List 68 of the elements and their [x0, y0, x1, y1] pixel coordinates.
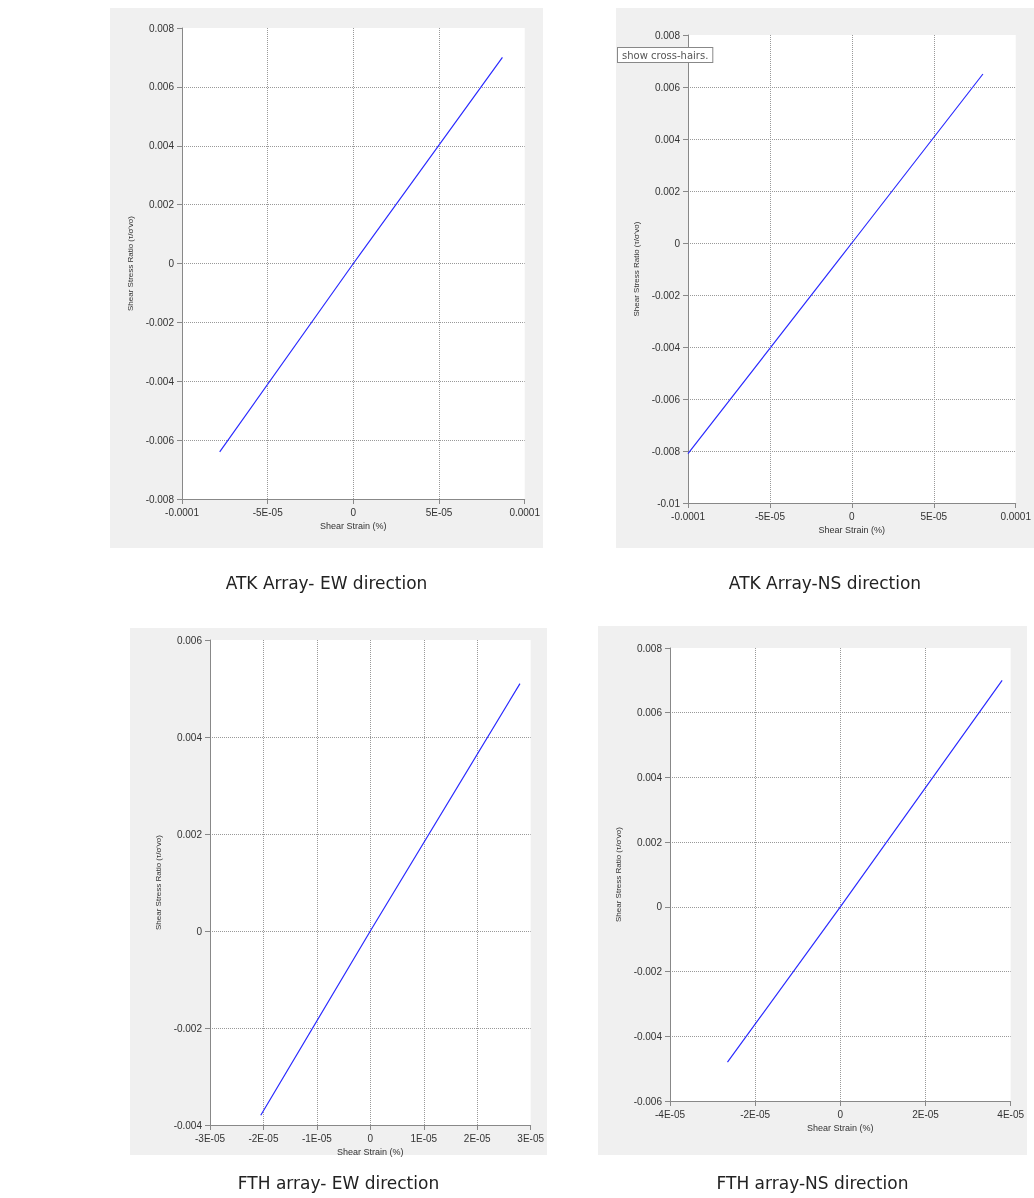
x-axis-title: Shear Strain (%) — [818, 525, 886, 536]
y-tick-label: 0.008 — [636, 642, 663, 654]
y-tick-label: -0.008 — [145, 493, 175, 505]
x-tick-label: -0.0001 — [165, 506, 200, 518]
y-tick-label: 0.008 — [148, 22, 175, 34]
y-tick-label: 0.002 — [654, 185, 681, 197]
x-tick-label: 0 — [350, 506, 357, 518]
x-axis-title: Shear Strain (%) — [337, 1147, 404, 1158]
y-tick-label: -0.004 — [651, 341, 681, 353]
y-tick-label: 0.006 — [636, 707, 663, 719]
x-tick-label: -5E-05 — [754, 510, 786, 522]
y-tick-label: 0 — [196, 925, 203, 937]
y-tick-label: 0.006 — [148, 81, 175, 93]
y-tick-label: -0.006 — [145, 434, 175, 446]
y-tick-label: 0.004 — [148, 140, 175, 152]
y-tick-label: 0 — [674, 237, 681, 249]
y-tick-label: -0.002 — [633, 966, 663, 978]
x-tick-label: 0 — [367, 1132, 374, 1144]
x-tick-label: 0.0001 — [1000, 510, 1032, 522]
x-tick-label: -1E-05 — [301, 1132, 333, 1144]
y-tick-label: 0.004 — [654, 133, 681, 145]
y-tick-label: -0.002 — [145, 316, 175, 328]
y-tick-label: -0.01 — [657, 497, 681, 509]
x-tick-label: 1E-05 — [410, 1132, 438, 1144]
y-tick-label: -0.006 — [633, 1095, 663, 1107]
y-tick-label: 0.004 — [176, 731, 203, 743]
x-tick-label: 0 — [849, 510, 856, 522]
y-axis-title: Shear Stress Ratio (τ/σ'vo) — [153, 834, 163, 930]
x-tick-label: -0.0001 — [671, 510, 706, 522]
text: FTH array- EW direction — [237, 1172, 440, 1193]
x-tick-label: 5E-05 — [920, 510, 948, 522]
y-tick-label: 0.006 — [654, 81, 681, 93]
x-tick-label: -2E-05 — [248, 1132, 279, 1144]
x-axis-title: Shear Strain (%) — [320, 521, 387, 532]
text: ATK Array- EW direction — [225, 572, 428, 593]
text: ATK Array-NS direction — [728, 572, 922, 593]
x-tick-label: -4E-05 — [654, 1108, 686, 1120]
y-axis-title: Shear Stress Ratio (τ/σ'vo) — [125, 215, 135, 311]
y-tick-label: -0.004 — [633, 1030, 663, 1042]
x-tick-label: -2E-05 — [740, 1108, 771, 1120]
y-axis-title: Shear Stress Ratio (τ/σ'vo) — [613, 826, 623, 922]
y-tick-label: -0.008 — [651, 445, 681, 457]
x-tick-label: 0.0001 — [509, 506, 541, 518]
y-tick-label: 0 — [656, 901, 663, 913]
x-tick-label: 0 — [837, 1108, 844, 1120]
x-tick-label: -5E-05 — [252, 506, 284, 518]
y-tick-label: 0.002 — [148, 199, 175, 211]
y-tick-label: 0.008 — [654, 29, 681, 41]
x-tick-label: 4E-05 — [997, 1108, 1025, 1120]
y-tick-label: 0.004 — [636, 771, 663, 783]
y-tick-label: -0.004 — [145, 375, 175, 387]
y-tick-label: -0.006 — [651, 393, 681, 405]
y-tick-label: 0 — [168, 258, 175, 269]
y-tick-label: 0.006 — [176, 634, 203, 646]
x-axis-title: Shear Strain (%) — [807, 1123, 874, 1134]
y-tick-label: -0.004 — [173, 1119, 203, 1131]
y-tick-label: 0.002 — [636, 836, 663, 848]
x-tick-label: 2E-05 — [463, 1132, 491, 1144]
y-axis-title: Shear Stress Ratio (τ/σ'vo) — [631, 221, 641, 317]
x-tick-label: 2E-05 — [912, 1108, 940, 1120]
annotation: show cross-hairs. — [622, 49, 709, 61]
y-tick-label: -0.002 — [173, 1022, 203, 1034]
text: FTH array-NS direction — [716, 1172, 909, 1193]
y-tick-label: -0.002 — [651, 289, 681, 301]
y-tick-label: 0.002 — [176, 828, 203, 840]
x-tick-label: 5E-05 — [425, 506, 453, 518]
x-tick-label: -3E-05 — [194, 1132, 226, 1144]
x-tick-label: 3E-05 — [517, 1132, 545, 1144]
